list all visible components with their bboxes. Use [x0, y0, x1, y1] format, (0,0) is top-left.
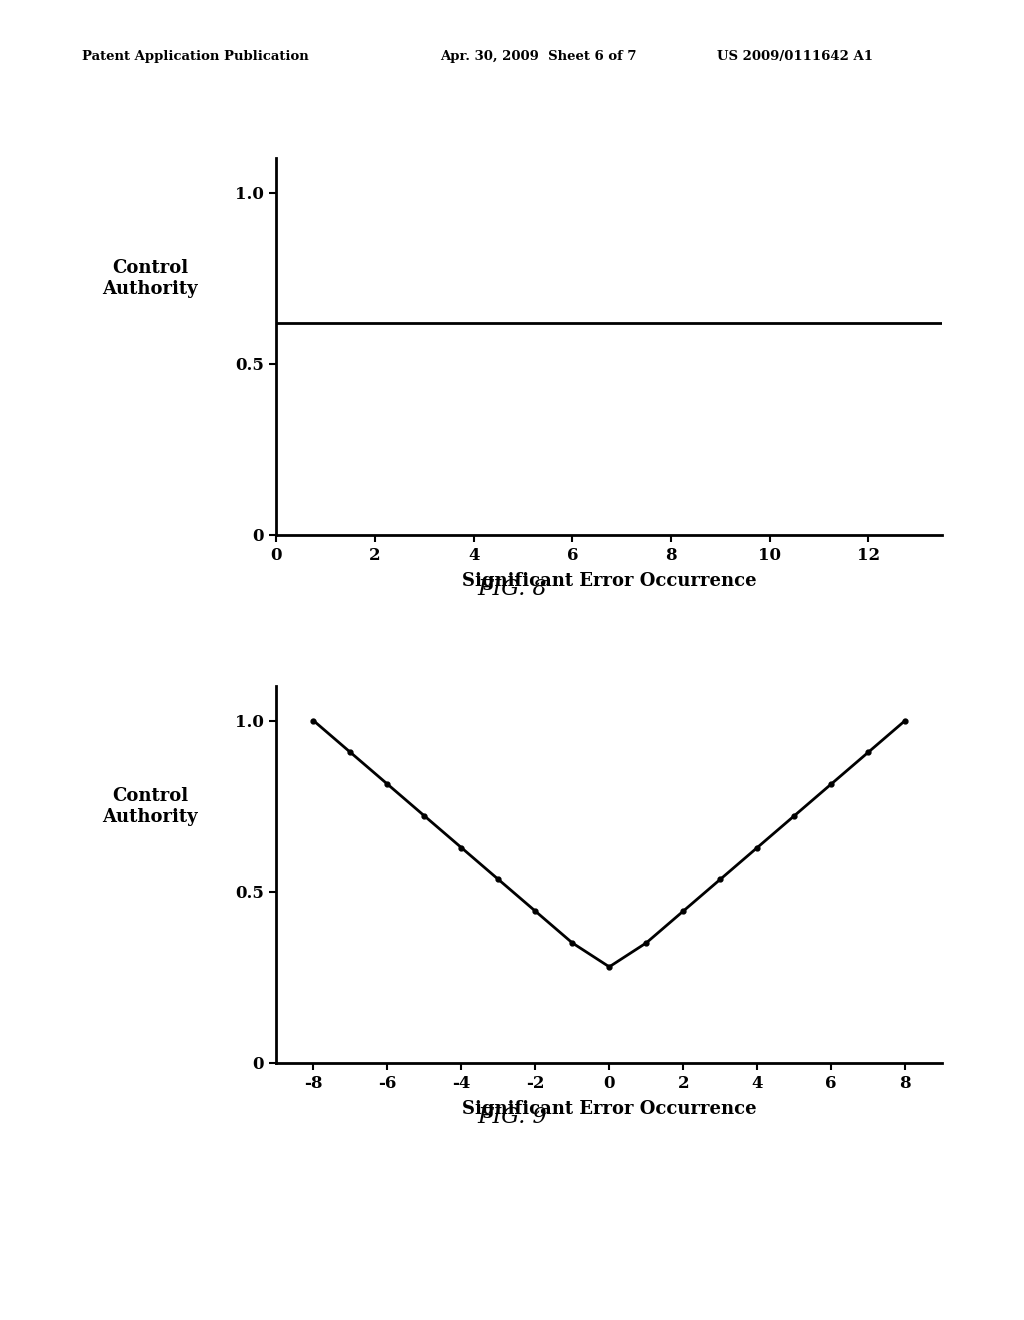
Text: US 2009/0111642 A1: US 2009/0111642 A1 — [717, 50, 872, 63]
Text: FIG. 9: FIG. 9 — [477, 1106, 547, 1129]
X-axis label: Significant Error Occurrence: Significant Error Occurrence — [462, 573, 757, 590]
X-axis label: Significant Error Occurrence: Significant Error Occurrence — [462, 1101, 757, 1118]
Text: Control
Authority: Control Authority — [102, 260, 198, 298]
Text: Control
Authority: Control Authority — [102, 788, 198, 826]
Text: FIG. 8: FIG. 8 — [477, 578, 547, 601]
Text: Apr. 30, 2009  Sheet 6 of 7: Apr. 30, 2009 Sheet 6 of 7 — [440, 50, 637, 63]
Text: Patent Application Publication: Patent Application Publication — [82, 50, 308, 63]
